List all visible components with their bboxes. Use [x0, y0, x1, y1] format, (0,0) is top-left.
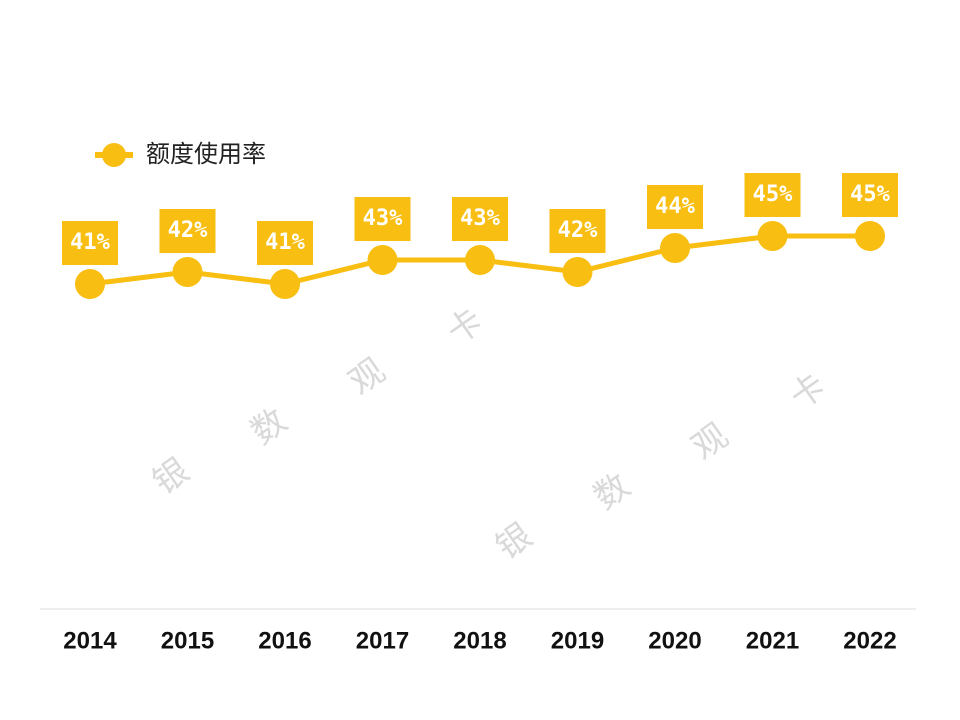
legend-marker: [102, 143, 126, 167]
legend: 额度使用率: [95, 140, 266, 168]
watermark-char: 卡: [783, 366, 834, 418]
label-box: [159, 209, 216, 253]
point: [465, 245, 495, 275]
value-label: 45%: [850, 182, 890, 207]
label-box: [744, 173, 801, 217]
watermark-char: 银: [146, 451, 197, 503]
label-box: [452, 197, 508, 241]
value-label: 43%: [363, 206, 403, 231]
x-tick-label: 2015: [161, 627, 214, 654]
x-tick-label: 2018: [453, 627, 506, 654]
watermark-char: 观: [685, 416, 736, 468]
x-tick-label: 2014: [63, 627, 117, 654]
label-box: [62, 221, 118, 265]
value-label: 42%: [168, 218, 208, 243]
point: [562, 257, 593, 287]
value-label: 41%: [265, 230, 305, 255]
label-box: [647, 185, 703, 229]
watermark-char: 数: [244, 401, 295, 453]
label-box: [549, 209, 606, 253]
label-box: [842, 173, 898, 217]
watermark-char: 观: [342, 351, 393, 403]
x-tick-label: 2022: [843, 627, 896, 654]
watermark-char: 卡: [440, 301, 491, 353]
point: [757, 221, 788, 251]
value-label: 44%: [655, 194, 695, 219]
value-label: 41%: [70, 230, 110, 255]
value-label: 43%: [460, 206, 500, 231]
x-tick-label: 2016: [258, 627, 311, 654]
point: [855, 221, 885, 251]
value-label: 42%: [558, 218, 598, 243]
point: [660, 233, 690, 263]
label-box: [354, 197, 411, 241]
x-tick-label: 2017: [356, 627, 409, 654]
point: [367, 245, 398, 275]
point: [270, 269, 300, 299]
x-tick-label: 2020: [648, 627, 701, 654]
point: [172, 257, 203, 287]
x-tick-label: 2019: [551, 627, 604, 654]
x-tick-label: 2021: [746, 627, 799, 654]
value-label: 45%: [753, 182, 793, 207]
point: [75, 269, 105, 299]
label-box: [257, 221, 313, 265]
watermark-char: 银: [489, 516, 540, 568]
legend-label: 额度使用率: [146, 140, 266, 168]
watermark-char: 数: [587, 466, 638, 518]
